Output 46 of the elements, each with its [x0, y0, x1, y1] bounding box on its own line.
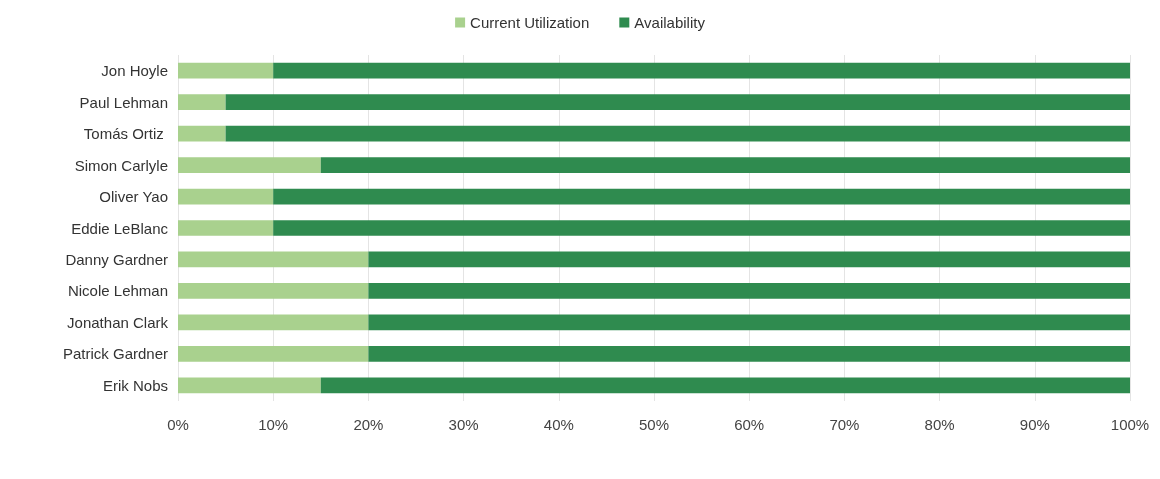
- y-tick-label: Danny Gardner: [65, 250, 168, 268]
- bar: [320, 157, 1130, 173]
- bar: [178, 314, 369, 331]
- bar: [178, 220, 274, 236]
- x-tick-label: 0%: [167, 416, 189, 433]
- bar: [368, 283, 1130, 299]
- y-tick-label: Patrick Gardner: [62, 345, 168, 363]
- x-tick-label: 30%: [448, 416, 479, 433]
- legend-label: Availability: [634, 14, 706, 31]
- bar: [368, 251, 1130, 268]
- x-tick-label: 20%: [353, 416, 384, 433]
- bar: [178, 94, 226, 111]
- y-tick-label: Eddie LeBlanc: [71, 219, 169, 237]
- y-tick-label: Jon Hoyle: [101, 62, 168, 80]
- bar: [178, 283, 369, 299]
- x-tick-label: 70%: [829, 416, 860, 433]
- bar: [178, 251, 369, 268]
- y-tick-label: Erik Nobs: [102, 376, 168, 394]
- x-tick-label: 50%: [638, 416, 670, 433]
- bar: [368, 314, 1130, 331]
- bar: [225, 125, 1130, 142]
- bar: [368, 345, 1130, 362]
- bar: [178, 62, 274, 79]
- y-tick-label: Simon Carlyle: [74, 156, 168, 174]
- legend-label: Current Utilization: [470, 14, 590, 31]
- y-tick-label: Jonathan Clark: [67, 313, 169, 331]
- x-tick-label: 40%: [543, 416, 574, 433]
- bar: [273, 62, 1130, 79]
- bar: [178, 157, 321, 173]
- bar: [178, 125, 226, 142]
- x-tick-label: 60%: [734, 416, 765, 433]
- bar: [225, 94, 1130, 111]
- y-tick-label: Paul Lehman: [79, 93, 168, 111]
- bar: [178, 345, 369, 362]
- bar: [178, 377, 321, 394]
- x-tick-label: 100%: [1110, 416, 1150, 433]
- bar: [178, 188, 274, 205]
- bar: [273, 188, 1130, 205]
- bar: [320, 377, 1130, 394]
- bar: [273, 220, 1130, 236]
- x-tick-label: 10%: [258, 416, 289, 433]
- y-tick-label: Oliver Yao: [99, 188, 168, 206]
- x-tick-label: 90%: [1019, 416, 1050, 433]
- x-tick-label: 80%: [924, 416, 955, 433]
- y-tick-label: Nicole Lehman: [67, 282, 168, 300]
- y-tick-label: Tomás Ortiz: [83, 125, 168, 143]
